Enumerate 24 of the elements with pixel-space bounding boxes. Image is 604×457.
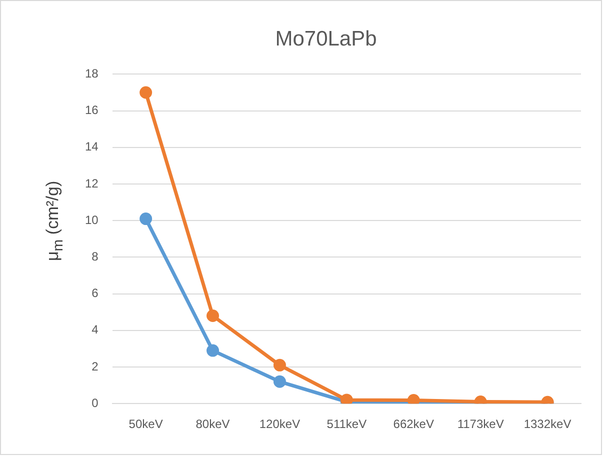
point xyxy=(206,310,220,322)
point xyxy=(140,86,152,99)
point xyxy=(206,344,220,357)
point xyxy=(140,212,152,226)
y-tick-label: 0 xyxy=(92,396,99,410)
x-tick-label: 120keV xyxy=(259,417,300,432)
x-tick-label: 511keV xyxy=(326,417,367,432)
y-tick-label: 12 xyxy=(84,176,99,190)
x-tick-label: 662keV xyxy=(393,417,434,432)
y-tick-label: 6 xyxy=(92,286,99,300)
y-tick-label: 18 xyxy=(84,66,99,81)
point xyxy=(273,375,286,388)
x-tick-label: 50keV xyxy=(128,417,163,432)
y-tick-label: 2 xyxy=(92,359,99,374)
chart-title: Mo70LaPb xyxy=(275,27,377,50)
y-tick-label: 14 xyxy=(84,140,99,154)
y-tick-label: 10 xyxy=(84,212,99,227)
y-tick-label: 8 xyxy=(92,250,99,264)
y-tick-label: 16 xyxy=(84,103,99,118)
y-tick-label: 4 xyxy=(92,322,99,337)
x-tick-label: 1332keV xyxy=(524,417,572,432)
x-tick-label: 80keV xyxy=(196,417,230,432)
point xyxy=(273,358,286,372)
x-tick-label: 1173keV xyxy=(457,417,504,432)
